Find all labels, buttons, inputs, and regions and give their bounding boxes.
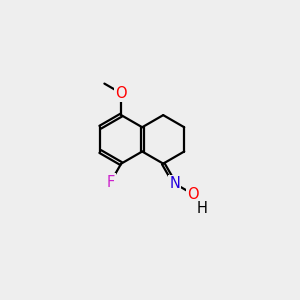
Text: N: N xyxy=(169,176,180,191)
Text: O: O xyxy=(188,187,199,202)
Text: H: H xyxy=(196,202,207,217)
Text: O: O xyxy=(116,86,127,101)
Text: F: F xyxy=(106,175,115,190)
